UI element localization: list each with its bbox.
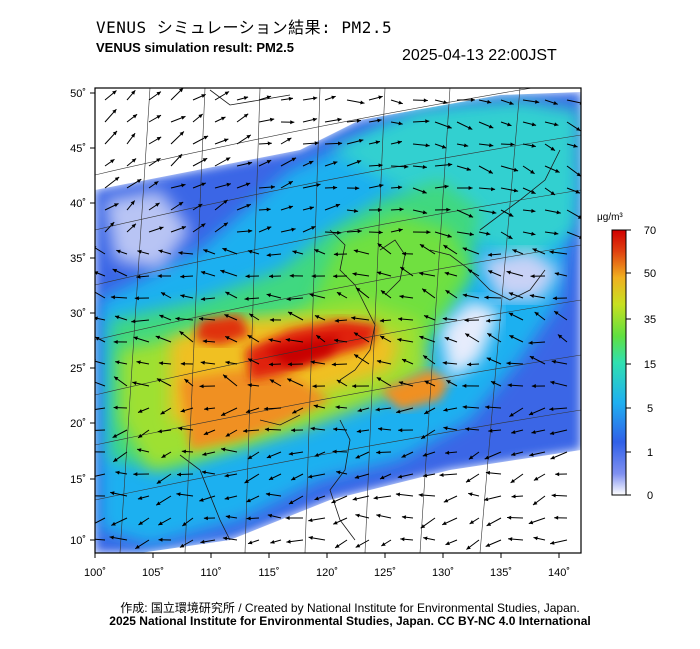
- credit-english: 2025 National Institute for Environmenta…: [109, 614, 591, 628]
- longitude-axis: 100˚ 105˚ 110˚ 115˚ 120˚ 125˚ 130˚ 135˚ 140˚: [84, 553, 570, 579]
- lon-tick-label: 115˚: [258, 567, 279, 579]
- latitude-axis: 50˚ 45˚ 40˚ 35˚ 30˚ 25˚ 20˚ 15˚ 10˚: [70, 88, 95, 547]
- colorbar-tick-label: 35: [644, 314, 656, 326]
- lat-tick-label: 15˚: [70, 474, 86, 486]
- lat-tick-label: 10˚: [70, 535, 86, 547]
- lat-tick-label: 45˚: [70, 143, 86, 155]
- graticule: [95, 88, 581, 553]
- lat-tick-label: 35˚: [70, 253, 86, 265]
- lat-tick-label: 50˚: [70, 88, 86, 100]
- lat-tick-label: 40˚: [70, 198, 86, 210]
- lon-tick-label: 110˚: [200, 567, 221, 579]
- lon-tick-label: 135˚: [490, 567, 512, 579]
- lat-tick-label: 25˚: [70, 363, 86, 375]
- colorbar-tick-label: 50: [644, 268, 656, 280]
- lat-tick-label: 20˚: [70, 418, 86, 430]
- title-japanese: VENUS シミュレーション結果: PM2.5: [96, 18, 393, 37]
- colorbar-tick-label: 1: [647, 447, 653, 459]
- lon-tick-label: 120˚: [316, 567, 338, 579]
- colorbar: [611, 229, 627, 496]
- lon-tick-label: 100˚: [84, 567, 106, 579]
- lon-tick-label: 125˚: [374, 567, 396, 579]
- wind-vectors: [95, 88, 581, 550]
- colorbar-unit: μg/m³: [597, 212, 623, 223]
- map-border: [94, 87, 582, 554]
- title-english: VENUS simulation result: PM2.5: [96, 40, 294, 55]
- lon-tick-label: 140˚: [548, 567, 570, 579]
- forecast-timestamp: 2025-04-13 22:00JST: [402, 47, 557, 64]
- colorbar-tick-label: 15: [644, 359, 656, 371]
- credit-japanese: 作成: 国立環境研究所 / Created by National Instit…: [120, 601, 580, 615]
- lat-tick-label: 30˚: [70, 308, 86, 320]
- colorbar-tick-label: 5: [647, 403, 653, 415]
- colorbar-tick-label: 70: [644, 225, 656, 237]
- colorbar-tick-label: 0: [647, 490, 653, 502]
- lon-tick-label: 105˚: [142, 567, 164, 579]
- lon-tick-label: 130˚: [432, 567, 454, 579]
- colorbar-ticks: 70 50 35 15 5 1 0: [626, 225, 656, 502]
